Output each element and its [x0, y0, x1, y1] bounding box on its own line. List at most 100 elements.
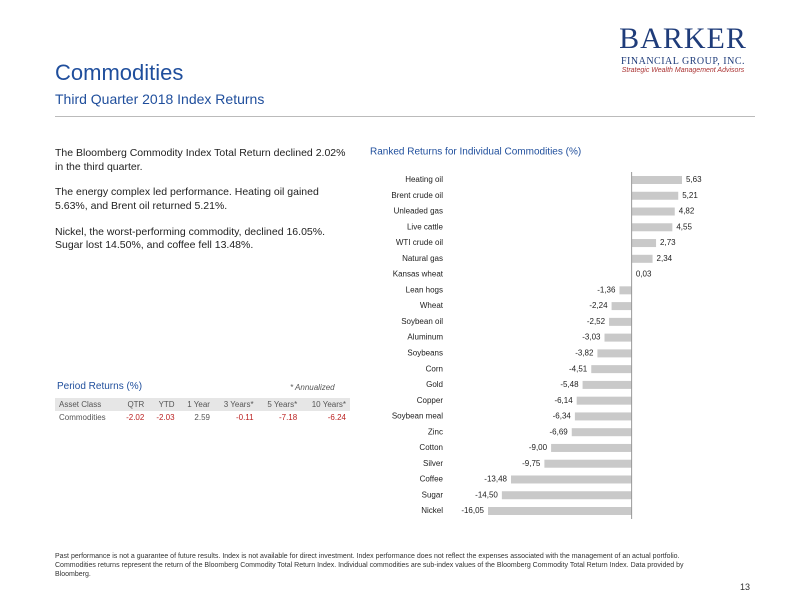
cell: -2.02	[126, 413, 145, 422]
bar	[604, 333, 632, 342]
category-label: Heating oil	[405, 175, 443, 184]
bar	[544, 459, 632, 468]
returns-table: Asset Class QTR YTD 1 Year 3 Years* 5 Years* 1…	[55, 398, 350, 424]
cell: -0.11	[235, 413, 254, 422]
category-label: Sugar	[422, 490, 444, 499]
category-label: Natural gas	[402, 254, 443, 263]
bar	[571, 428, 632, 437]
disclaimer: Past performance is not a guarantee of f…	[55, 553, 680, 560]
paragraph: The energy complex led performance. Heat…	[55, 186, 319, 212]
value-label: -2,24	[589, 301, 608, 310]
category-label: Lean hogs	[406, 285, 443, 294]
table-title: Period Returns (%)	[57, 381, 143, 392]
bar	[591, 365, 632, 374]
value-label: 0,03	[636, 270, 652, 279]
chart-title: Ranked Returns for Individual Commoditie…	[370, 147, 581, 158]
subtitle: Third Quarter 2018 Index Returns	[55, 91, 265, 107]
value-label: -9,00	[529, 443, 548, 452]
header-cell: QTR	[127, 400, 145, 409]
logo-name: BARKER	[619, 22, 747, 55]
header-cell: 5 Years*	[267, 400, 298, 409]
value-label: -13,48	[484, 475, 507, 484]
page-number: 13	[740, 582, 751, 592]
bar	[631, 254, 653, 263]
category-label: Live cattle	[407, 222, 444, 231]
bar	[631, 176, 682, 184]
cell: Commodities	[59, 413, 106, 422]
value-label: 4,82	[679, 207, 695, 216]
bar	[510, 475, 632, 484]
value-label: 5,63	[686, 175, 702, 184]
category-label: Kansas wheat	[393, 270, 444, 279]
rule	[55, 116, 755, 117]
bar	[576, 396, 632, 405]
category-label: Gold	[426, 380, 443, 389]
bar	[631, 239, 657, 248]
category-label: Coffee	[420, 475, 444, 484]
footer: Past performance is not a guarantee of f…	[55, 553, 695, 579]
logo-line: FINANCIAL GROUP, INC.	[620, 56, 746, 67]
category-label: Aluminum	[407, 333, 443, 342]
bar	[574, 412, 632, 421]
source: Commodities returns represent the return…	[55, 561, 684, 578]
bar	[609, 317, 632, 326]
bar	[631, 223, 673, 232]
category-label: Zinc	[428, 427, 443, 436]
bar	[631, 191, 679, 200]
header-cell: YTD	[158, 400, 175, 409]
category-label: Silver	[423, 459, 443, 468]
header-cell: 1 Year	[187, 400, 210, 409]
category-label: Nickel	[421, 506, 443, 515]
logo-tagline: Strategic Wealth Management Advisors	[621, 67, 745, 74]
value-label: -6,69	[550, 427, 569, 436]
value-label: 4,55	[676, 222, 692, 231]
bar	[631, 207, 675, 216]
cell: -2.03	[156, 413, 175, 422]
paragraph: The Bloomberg Commodity Index Total Retu…	[55, 147, 346, 173]
value-label: -6,14	[554, 396, 573, 405]
bar	[582, 380, 632, 389]
category-label: Cotton	[419, 443, 443, 452]
value-label: -14,50	[475, 490, 498, 499]
value-label: -3,82	[575, 348, 594, 357]
value-label: 2,34	[657, 254, 673, 263]
bar	[611, 302, 632, 311]
header-cell: 10 Years*	[311, 400, 346, 409]
cell: -6.24	[327, 413, 346, 422]
bar	[501, 491, 632, 500]
value-label: 2,73	[660, 238, 676, 247]
value-label: 5,21	[682, 191, 698, 200]
category-label: Corn	[426, 364, 443, 373]
value-label: -16,05	[461, 506, 484, 515]
category-label: Soybeans	[407, 348, 443, 357]
title: Commodities	[55, 60, 184, 85]
category-label: Brent crude oil	[391, 191, 443, 200]
cell: 2.59	[194, 413, 210, 422]
value-label: -9,75	[522, 459, 541, 468]
logo: BARKER FINANCIAL GROUP, INC. Strategic W…	[612, 22, 754, 74]
category-label: Wheat	[420, 301, 444, 310]
body-text: The Bloomberg Commodity Index Total Retu…	[55, 147, 350, 253]
bar	[597, 349, 632, 358]
table-row: Asset Class QTR YTD 1 Year 3 Years* 5 Years* 1…	[55, 398, 350, 411]
bar	[488, 507, 632, 515]
category-label: WTI crude oil	[396, 238, 443, 247]
cell: -7.18	[278, 413, 298, 422]
category-label: Soybean oil	[401, 317, 443, 326]
table-row: Commodities -2.02 -2.03 2.59 -0.11 -7.18 -6.24	[55, 411, 350, 424]
value-label: -6,34	[553, 412, 572, 421]
category-label: Copper	[417, 396, 444, 405]
bar	[551, 443, 632, 452]
value-label: -3,03	[582, 333, 601, 342]
paragraph: Nickel, the worst-performing commodity, …	[55, 225, 326, 252]
value-label: -2,52	[587, 317, 606, 326]
category-label: Soybean meal	[392, 412, 443, 421]
value-label: -4,51	[569, 364, 588, 373]
header-cell: Asset Class	[59, 400, 102, 409]
table-note: * Annualized	[290, 383, 335, 392]
category-label: Unleaded gas	[394, 207, 443, 216]
header-cell: 3 Years*	[223, 400, 254, 409]
bar	[619, 286, 632, 295]
